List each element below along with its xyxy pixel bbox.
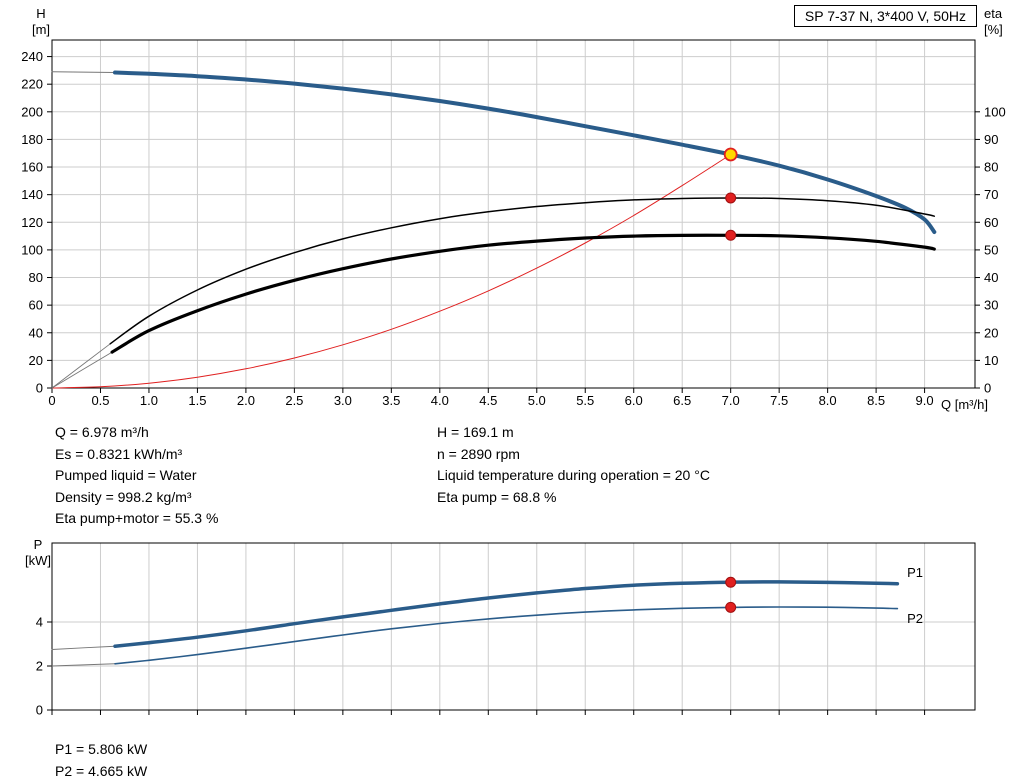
y-right-tick-label: 60 [984,215,998,230]
x-tick-label: 0.5 [91,393,109,408]
info-es: Es = 0.8321 kWh/m³ [55,445,183,462]
p-axis-label: P [kW] [16,537,60,569]
eta-axis-label: eta [%] [984,6,1024,38]
x-tick-label: 6.5 [673,393,691,408]
x-tick-label: 5.5 [576,393,594,408]
duty-point [723,147,738,162]
x-tick-label: 2.5 [285,393,303,408]
eta-pump-point [725,192,737,204]
q-axis-label: Q [m³/h] [941,397,988,412]
info-temperature: Liquid temperature during operation = 20… [437,467,710,483]
eta-pump-curve [109,197,936,345]
eta-axis-unit: [%] [984,22,1003,37]
x-tick-label: 4.0 [431,393,449,408]
power-info: P1 = 5.806 kW P2 = 4.665 kW [55,739,147,781]
x-tick-label: 1.0 [140,393,158,408]
pump-model-box: SP 7-37 N, 3*400 V, 50Hz [793,5,977,27]
p2-curve [114,606,899,665]
p2-curve-label: P2 [907,611,923,626]
info-p1: P1 = 5.806 kW [55,741,148,757]
p2-point [725,601,737,613]
eta-pump-motor-point [725,229,737,241]
x-tick-label: 1.5 [188,393,206,408]
head-curve [113,70,937,234]
info-h: H = 169.1 m [437,424,514,440]
y-left-tick-label: 100 [21,242,43,257]
y-left-tick-label: 0 [36,703,43,718]
h-axis-unit: [m] [31,22,51,37]
head-curve-lead [51,71,116,73]
x-tick-label: 7.0 [722,393,740,408]
y-right-tick-label: 70 [984,187,998,202]
x-tick-label: 0 [48,393,55,408]
plot-border [51,39,976,389]
info-speed: n = 2890 rpm [437,445,520,462]
x-tick-label: 3.5 [382,393,400,408]
info-liquid: Pumped liquid = Water [55,467,197,483]
duty-info-right: H = 169.1 m n = 2890 rpm Liquid temperat… [437,422,710,508]
x-tick-label: 3.0 [334,393,352,408]
y-left-tick-label: 220 [21,77,43,92]
y-right-tick-label: 100 [984,104,1006,119]
y-right-tick-label: 50 [984,242,998,257]
power-chart: 0 2 4 P1 P2 [36,542,976,718]
x-tick-label: 5.0 [528,393,546,408]
info-q: Q = 6.978 m³/h [55,424,149,440]
eta-axis-symbol: eta [984,6,1003,21]
y-left-tick-label: 80 [29,270,43,285]
h-axis-label: H [m] [20,6,62,38]
x-tick-label: 4.5 [479,393,497,408]
y-right-tick-label: 90 [984,132,998,147]
p1-curve-label: P1 [907,565,923,580]
h-axis-symbol: H [36,6,46,21]
hq-eta-chart: 0 20 40 60 80 100 120 140 160 180 200 220 240 0 10 20 30… [21,39,1006,408]
y-left-tick-label: 240 [21,49,43,64]
plot-border [51,542,976,711]
y-right-tick-label: 0 [984,381,991,396]
y-left-tick-label: 160 [21,160,43,175]
duty-info-left: Q = 6.978 m³/h Es = 0.8321 kWh/m³ Pumped… [55,422,218,530]
info-eta-pump-motor: Eta pump+motor = 55.3 % [55,510,219,526]
x-tick-label: 6.0 [625,393,643,408]
y-left-tick-label: 200 [21,104,43,119]
p-axis-unit: [kW] [25,553,51,568]
y-right-tick-label: 20 [984,325,998,340]
x-tick-label: 2.0 [237,393,255,408]
eta-pump-motor-curve [110,233,936,354]
y-right-tick-label: 80 [984,160,998,175]
y-left-tick-label: 40 [29,325,43,340]
x-tick-label: 9.0 [916,393,934,408]
y-left-tick-label: 4 [36,614,43,629]
y-left-tick-label: 0 [36,381,43,396]
x-tick-label: 7.5 [770,393,788,408]
p2-curve-lead [51,663,116,667]
info-eta-pump: Eta pump = 68.8 % [437,488,557,505]
eta-pump-motor-lead [51,351,113,389]
y-right-tick-label: 10 [984,353,998,368]
y-right-tick-label: 30 [984,298,998,313]
y-left-tick-label: 20 [29,353,43,368]
y-right-tick-label: 40 [984,270,998,285]
x-tick-label: 8.0 [819,393,837,408]
p1-curve [113,580,900,648]
p-axis-symbol: P [33,537,43,552]
y-left-tick-label: 2 [36,658,43,673]
y-left-tick-label: 180 [21,132,43,147]
x-tick-label: 8.5 [867,393,885,408]
info-density: Density = 998.2 kg/m³ [55,488,192,505]
y-left-tick-label: 140 [21,187,43,202]
pump-model-label: SP 7-37 N, 3*400 V, 50Hz [804,8,966,24]
y-left-tick-label: 120 [21,215,43,230]
info-p2: P2 = 4.665 kW [55,762,148,779]
p1-point [725,576,737,588]
system-curve [51,154,732,389]
y-left-tick-label: 60 [29,298,43,313]
eta-pump-lead [51,343,111,389]
p1-curve-lead [51,645,116,650]
